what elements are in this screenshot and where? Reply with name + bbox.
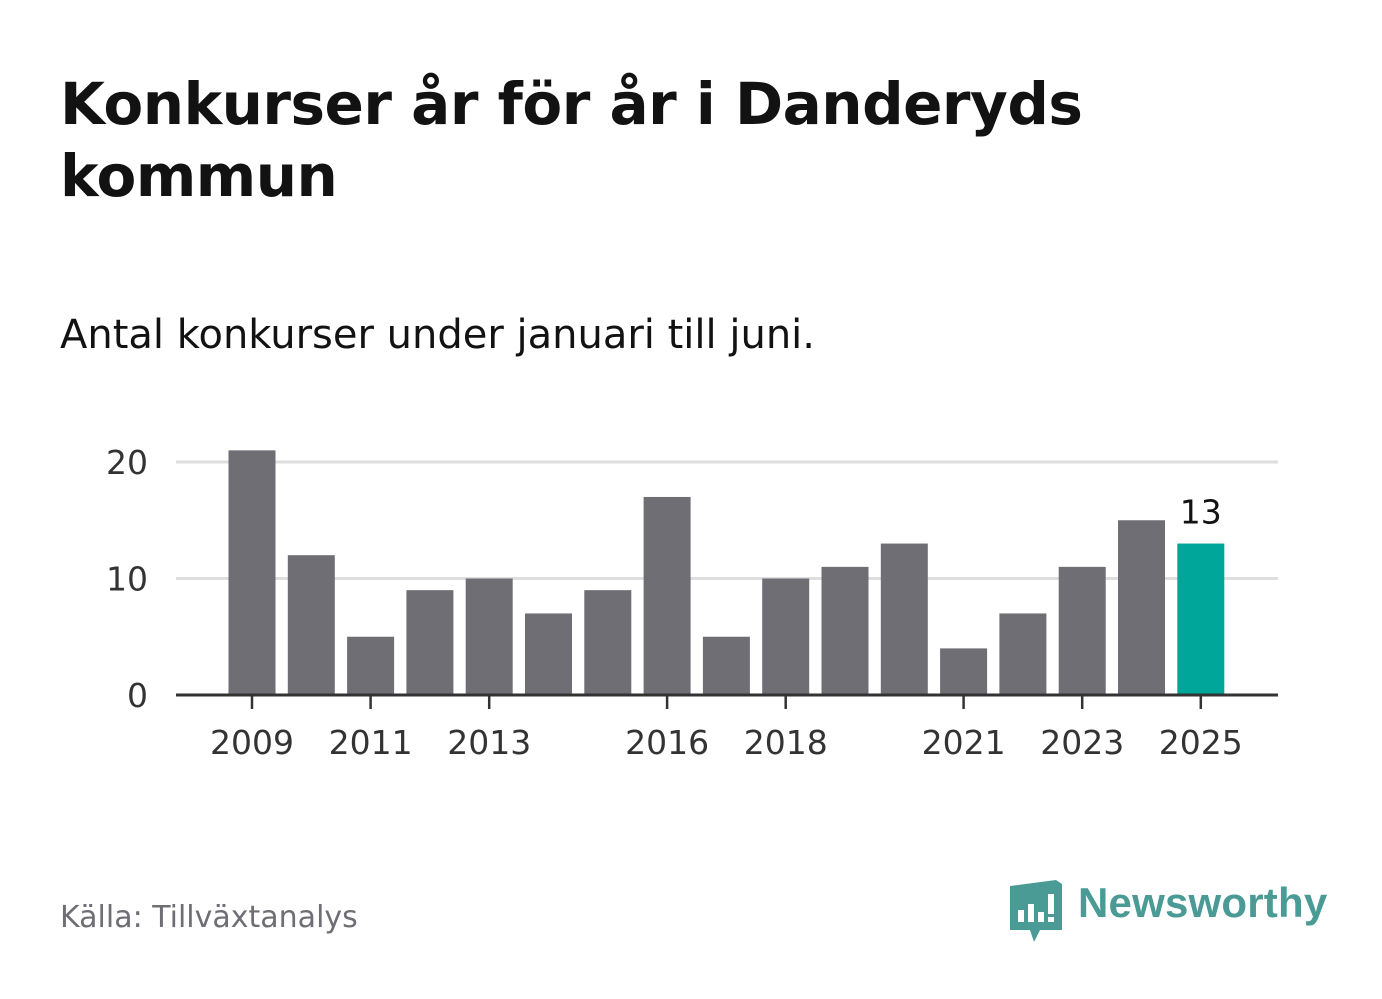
- x-tick-label: 2016: [625, 723, 709, 762]
- x-tick-label: 2013: [447, 723, 531, 762]
- brand-logo[interactable]: Newsworthy: [1010, 874, 1327, 944]
- x-tick-label: 2011: [329, 723, 413, 762]
- bar-2025[interactable]: [1177, 543, 1225, 695]
- bar-2016[interactable]: [643, 496, 691, 695]
- y-tick-label: 0: [127, 676, 148, 715]
- bars: [228, 450, 1225, 696]
- bar-2020[interactable]: [880, 543, 928, 695]
- x-tick-label: 2021: [922, 723, 1006, 762]
- chart-title: Konkurser år för år i Danderyds kommun: [60, 70, 1083, 210]
- y-tick-label: 10: [106, 560, 148, 599]
- labels: 0 10 20 2009 2011 2013 2016 2018 2021 2023 2025 13: [106, 443, 1243, 762]
- bar-2014[interactable]: [525, 613, 572, 695]
- bar-2022[interactable]: [999, 613, 1047, 695]
- bar-2023[interactable]: [1058, 566, 1106, 695]
- chart-subtitle: Antal konkurser under januari till juni.: [60, 312, 815, 358]
- bar-2024[interactable]: [1118, 520, 1165, 695]
- data-label: 13: [1180, 493, 1222, 532]
- bar-2021[interactable]: [940, 648, 988, 695]
- bar-2009[interactable]: [228, 450, 276, 695]
- source-note: Källa: Tillväxtanalys: [60, 900, 358, 935]
- bar-2015[interactable]: [584, 590, 632, 695]
- x-tick-label: 2009: [210, 723, 294, 762]
- y-tick-label: 20: [106, 443, 148, 482]
- x-tick-label: 2025: [1159, 723, 1243, 762]
- bar-2018[interactable]: [762, 578, 810, 696]
- x-tick-label: 2023: [1040, 723, 1124, 762]
- grid-lines: [176, 460, 1278, 580]
- bar-2017[interactable]: [702, 636, 750, 695]
- bar-2010[interactable]: [287, 555, 335, 695]
- brand-name: Newsworthy: [1078, 879, 1328, 926]
- axes: [176, 693, 1278, 709]
- bar-2019[interactable]: [821, 566, 869, 695]
- x-tick-label: 2018: [744, 723, 828, 762]
- bar-2013[interactable]: [465, 578, 513, 696]
- bar-2012[interactable]: [406, 590, 454, 695]
- newsworthy-logo-icon: [1010, 880, 1062, 942]
- bar-2011[interactable]: [347, 636, 395, 695]
